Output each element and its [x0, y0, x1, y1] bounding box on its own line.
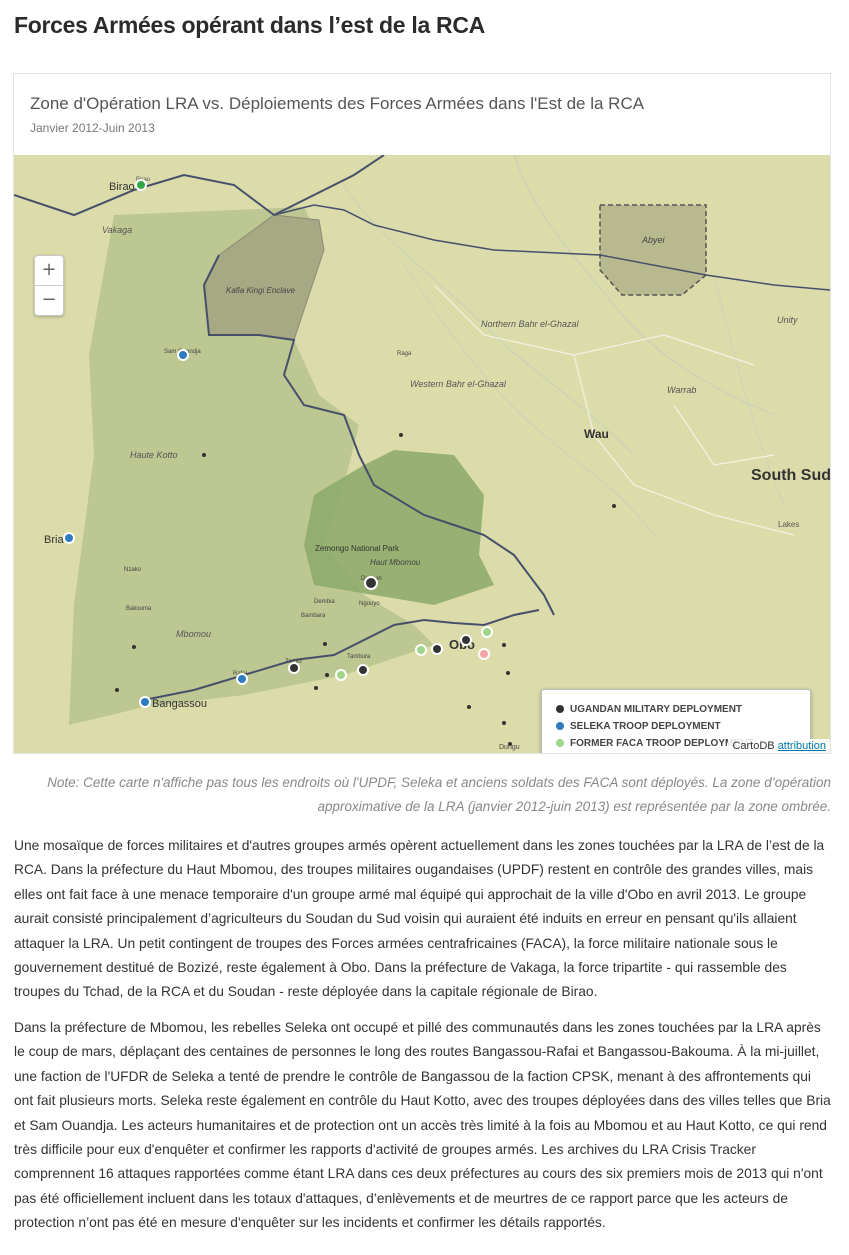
- faca-marker-mboki[interactable]: [415, 644, 427, 656]
- zemongo-park-area: [304, 450, 494, 605]
- town-dot: [115, 688, 119, 692]
- map-label-south-sudan: South Sud: [751, 467, 830, 484]
- legend-item-faca: FORMER FACA TROOP DEPLOYMENT: [556, 738, 753, 752]
- town-dot: [202, 453, 206, 457]
- seleka-marker-rafai[interactable]: [236, 673, 248, 685]
- town-dot: [508, 742, 512, 746]
- ugandan-marker-mboki[interactable]: [431, 643, 443, 655]
- admin-boundary: [573, 354, 795, 536]
- legend-dot-ugandan: [556, 705, 564, 713]
- map-label-abyei: Abyei: [641, 235, 666, 245]
- map-label-zemio: Zemio: [285, 659, 302, 665]
- map-label-birao: Birao: [109, 181, 135, 193]
- lra-operation-zone: [69, 207, 434, 725]
- town-dot: [467, 705, 471, 709]
- map-label-bakouma: Bakouma: [126, 606, 152, 612]
- attribution-link[interactable]: attribution: [777, 740, 826, 752]
- town-dot: [323, 642, 327, 646]
- seleka-marker-sam-ouandja[interactable]: [177, 349, 189, 361]
- map-subtitle: Janvier 2012-Juin 2013: [30, 121, 155, 135]
- abyei-area: [599, 204, 707, 296]
- river: [343, 184, 635, 456]
- map-label-nzoua: Ngouyo: [359, 601, 380, 607]
- map-label-bambara: Bambara: [301, 613, 326, 619]
- town-dot: [132, 645, 136, 649]
- town-dot: [612, 504, 616, 508]
- town-dot: [506, 671, 510, 675]
- map-label-lakes: Lakes: [778, 520, 799, 529]
- border-line: [143, 609, 540, 701]
- map-label-northern-bahr: Northern Bahr el-Ghazal: [481, 319, 580, 329]
- map-label-bria: Bria: [44, 534, 64, 546]
- ugandan-marker-obo[interactable]: [460, 634, 472, 646]
- map-label-dembia: Dembia: [314, 599, 335, 605]
- town-dot: [399, 433, 403, 437]
- map-label-western-bahr: Western Bahr el-Ghazal: [410, 379, 507, 389]
- border-line: [273, 204, 830, 291]
- map-title: Zone d'Opération LRA vs. Déploiements de…: [30, 94, 645, 113]
- legend-item-ugandan: UGANDAN MILITARY DEPLOYMENT: [556, 704, 742, 718]
- legend-label: UGANDAN MILITARY DEPLOYMENT: [570, 704, 743, 715]
- legend-item-seleka: SELEKA TROOP DEPLOYMENT: [556, 721, 721, 735]
- admin-boundary: [673, 404, 775, 466]
- border-line: [14, 155, 385, 217]
- river: [513, 155, 775, 416]
- body-paragraph-2: Dans la préfecture de Mbomou, les rebell…: [14, 1020, 831, 1231]
- map-label-bangassou: Bangassou: [152, 698, 207, 710]
- town-dot: [502, 643, 506, 647]
- map-label-zemongo: Zemongo National Park: [315, 544, 400, 553]
- map-note: Note: Cette carte n'affiche pas tous les…: [47, 775, 831, 814]
- ugandan-marker-djemah[interactable]: [364, 576, 378, 590]
- map-label-haut-mbomou: Haut Mbomou: [370, 558, 421, 567]
- town-dot: [325, 673, 329, 677]
- legend-label: SELEKA TROOP DEPLOYMENT: [570, 721, 721, 732]
- zoom-out-button[interactable]: −: [41, 289, 57, 310]
- map-label-raga: Raga: [397, 351, 412, 357]
- attribution-text: CartoDB: [732, 740, 778, 752]
- zoom-in-button[interactable]: +: [35, 256, 63, 286]
- page-title: Forces Armées opérant dans l’est de la R…: [14, 12, 485, 38]
- river: [713, 274, 785, 506]
- seleka-marker-bangassou[interactable]: [139, 696, 151, 708]
- ugandan-marker-zemio[interactable]: [288, 662, 300, 674]
- river: [403, 264, 655, 536]
- map-label-wau: Wau: [584, 427, 609, 441]
- faca-marker-obo[interactable]: [481, 626, 493, 638]
- zoom-control: + −: [34, 255, 64, 316]
- map-area[interactable]: Birao Birao Vakaga Kafia Kingi Enclave A…: [14, 155, 830, 753]
- faca-marker-zemio[interactable]: [335, 669, 347, 681]
- map-label-kafia: Kafia Kingi Enclave: [226, 286, 295, 295]
- map-label-warrab: Warrab: [667, 385, 696, 395]
- border-line: [202, 254, 555, 616]
- legend-dot-faca: [556, 739, 564, 747]
- map-label-vakaga: Vakaga: [102, 225, 132, 235]
- map-label-dungu: Dungu: [499, 744, 520, 751]
- map-header: Zone d'Opération LRA vs. Déploiements de…: [14, 74, 830, 155]
- legend-dot-seleka: [556, 722, 564, 730]
- seleka-marker-bria[interactable]: [63, 532, 75, 544]
- map-canvas[interactable]: Birao Birao Vakaga Kafia Kingi Enclave A…: [14, 155, 830, 753]
- map-attribution: CartoDB attribution: [728, 739, 830, 753]
- town-dot: [314, 686, 318, 690]
- map-label-mbomou: Mbomou: [176, 629, 211, 639]
- us-marker-obo[interactable]: [478, 648, 490, 660]
- map-label-haute-kotto: Haute Kotto: [130, 450, 178, 460]
- map-label-tambourah: Tambura: [347, 654, 371, 660]
- map-label-nzako: Nzako: [124, 567, 142, 573]
- legend-label: FORMER FACA TROOP DEPLOYMENT: [570, 738, 754, 749]
- body-paragraph-1: Une mosaïque de forces militaires et d'a…: [14, 838, 825, 1000]
- map-label-unity: Unity: [777, 315, 798, 325]
- map-card: Zone d'Opération LRA vs. Déploiements de…: [13, 73, 831, 754]
- ugandan-marker-tambourah[interactable]: [357, 664, 369, 676]
- town-dot: [502, 721, 506, 725]
- tripartite-marker-birao[interactable]: [135, 179, 147, 191]
